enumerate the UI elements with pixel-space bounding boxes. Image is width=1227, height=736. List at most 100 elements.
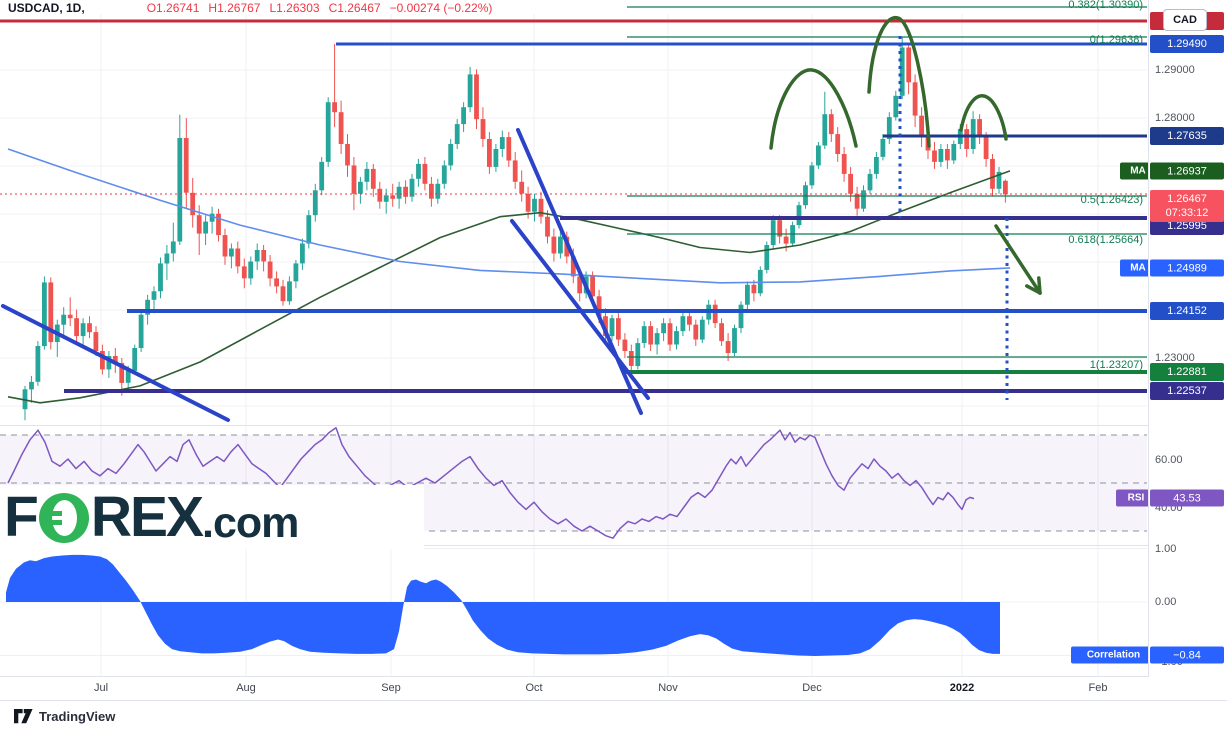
trendline (516, 128, 643, 415)
trendline (1, 304, 230, 422)
candle-body (880, 139, 886, 157)
candle-body (945, 149, 950, 161)
candle-body (306, 215, 312, 244)
candle-body (603, 316, 608, 337)
candle-body (970, 119, 976, 149)
candle-body (951, 144, 957, 161)
tradingview-icon (14, 709, 33, 724)
candle-body (364, 168, 370, 182)
candle-body (964, 129, 970, 149)
candle-body (648, 326, 654, 345)
candle-body (125, 370, 131, 383)
axis-tick: 60.00 (1155, 454, 1183, 466)
candle-body (751, 284, 757, 294)
candle-body (312, 190, 318, 216)
candle-body (525, 193, 531, 212)
candle-body (74, 318, 79, 337)
candle-body (874, 157, 879, 174)
candle-body (48, 282, 54, 343)
candle-body (687, 316, 692, 325)
candle-body (906, 47, 912, 83)
candle-body (254, 250, 260, 262)
candle-body (990, 158, 995, 189)
axis-tick: 1.00 (1155, 543, 1177, 555)
candle-body (325, 102, 331, 162)
ma_blue-line (7, 148, 1011, 284)
candle-body (396, 186, 402, 199)
candle-body (745, 284, 750, 305)
candle-body (628, 351, 634, 366)
candle-body (919, 115, 924, 138)
candle-body (977, 119, 982, 137)
candle-body (712, 304, 718, 324)
candle-body (293, 263, 299, 282)
ma-blue-value: 1.24989 (1150, 259, 1224, 277)
rsi-badge[interactable]: RSI (1116, 489, 1156, 507)
candle-body (100, 351, 105, 370)
candle-body (938, 149, 944, 162)
candle-body (429, 183, 434, 199)
candle-body (261, 250, 267, 262)
price-level-label: 1.22881 (1150, 363, 1224, 381)
price-level-label: 1.29490 (1150, 35, 1224, 53)
price-level-label: 1.27635 (1150, 127, 1224, 145)
candle-body (899, 47, 905, 96)
candle-body (119, 363, 125, 383)
time-axis[interactable]: Jul Aug Sep Oct Nov Dec 2022 Feb (0, 677, 1227, 700)
candle-body (822, 114, 828, 146)
countdown-timer: 07:33:12 (1165, 207, 1209, 219)
candle-body (654, 333, 660, 345)
price-axis[interactable]: 1.290001.280001.240001.2300060.0040.001.… (1148, 0, 1227, 700)
candle-body (725, 341, 731, 353)
correlation-badge[interactable]: Correlation (1071, 646, 1156, 664)
candle-body (383, 195, 389, 202)
candle-body (280, 286, 286, 302)
candle-body (183, 138, 189, 193)
candle-body (816, 145, 821, 166)
candle-body (616, 318, 621, 340)
fib-level-label: 0.618(1.25664) (1068, 234, 1143, 246)
candle-body (145, 299, 150, 315)
candle-body (506, 137, 512, 161)
candle-body (229, 248, 234, 257)
candle-body (448, 144, 454, 166)
currency-toggle[interactable]: CAD (1163, 9, 1207, 31)
candle-body (61, 314, 67, 325)
candle-body (538, 198, 544, 217)
candle-body (519, 181, 525, 194)
candle-body (912, 82, 918, 116)
candle-body (203, 221, 208, 234)
axis-tick: 1.29000 (1155, 64, 1195, 76)
candle-body (106, 356, 112, 370)
correlation-value: −0.84 (1150, 646, 1224, 664)
symbol-title[interactable]: USDCAD, 1D, (8, 1, 85, 15)
ma-blue-badge[interactable]: MA (1120, 259, 1156, 277)
price-level-label: 1.24152 (1150, 302, 1224, 320)
candle-body (551, 236, 557, 254)
change-value: −0.00274 (−0.22%) (389, 1, 493, 15)
candle-body (87, 323, 92, 333)
ma-green-value: 1.26937 (1150, 162, 1224, 180)
candle-body (158, 263, 163, 292)
current-price-label: 1.26467 07:33:12 (1150, 190, 1224, 222)
candle-body (512, 160, 518, 182)
candle-body (138, 314, 144, 348)
time-axis-label: Aug (236, 682, 256, 694)
tradingview-logo[interactable]: TradingView (14, 708, 115, 725)
symbol-legend[interactable]: USDCAD, 1D, O1.26741 H1.26767 L1.26303 C… (8, 1, 492, 15)
candle-body (216, 213, 221, 236)
candle-body (777, 220, 783, 237)
ma-green-badge[interactable]: MA (1120, 162, 1156, 180)
candle-body (828, 114, 834, 135)
candle-body (932, 150, 937, 162)
candle-body (241, 266, 247, 279)
fib-level-label: 1(1.23207) (1089, 359, 1143, 371)
candle-body (370, 168, 376, 189)
candle-body (67, 314, 73, 319)
ma_green-line (7, 170, 1011, 404)
candle-body (635, 343, 641, 366)
candle-body (416, 163, 421, 179)
candle-body (480, 119, 486, 139)
